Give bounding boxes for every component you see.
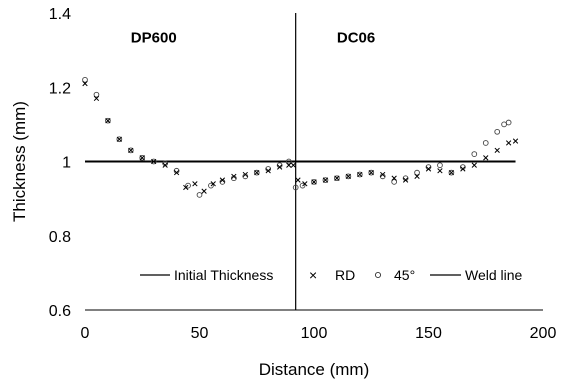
point-45deg <box>299 182 306 189</box>
point-45deg <box>105 117 111 124</box>
point-rd <box>231 173 237 180</box>
point-rd <box>505 140 512 146</box>
point-rd <box>276 164 283 170</box>
point-rd <box>128 147 134 154</box>
point-45deg <box>208 182 214 189</box>
point-rd <box>290 162 297 168</box>
point-rd <box>437 168 443 174</box>
point-rd <box>345 173 352 180</box>
point-rd <box>173 169 180 176</box>
point-45deg <box>448 169 455 176</box>
point-45deg <box>437 162 443 169</box>
point-45deg <box>345 173 352 180</box>
x-tick-label: 150 <box>415 325 442 342</box>
legend-marker-45 <box>374 271 382 279</box>
point-rd <box>254 169 260 176</box>
point-45deg <box>322 177 329 183</box>
point-45deg <box>391 179 398 185</box>
point-rd <box>448 169 455 176</box>
point-45deg <box>494 128 501 135</box>
x-tick-label: 50 <box>191 325 209 342</box>
y-tick-label: 1.4 <box>49 6 71 23</box>
x-tick-label: 0 <box>81 325 90 342</box>
point-rd <box>265 168 271 174</box>
legend: Initial Thickness × RD 45° Weld line <box>140 267 523 283</box>
point-rd <box>322 177 329 183</box>
point-rd <box>391 175 397 181</box>
y-tick-label: 0.6 <box>49 303 71 320</box>
legend-label-45: 45° <box>394 267 415 283</box>
point-45deg <box>414 169 420 176</box>
point-45deg <box>471 151 478 157</box>
point-rd <box>295 177 301 183</box>
point-rd <box>483 155 489 161</box>
y-tick-label: 0.8 <box>49 229 71 246</box>
point-45deg <box>82 76 88 83</box>
point-45deg <box>196 192 203 198</box>
x-tick-label: 200 <box>530 325 557 342</box>
point-rd <box>494 147 500 154</box>
point-rd <box>93 95 100 102</box>
point-45deg <box>127 147 134 154</box>
region-label-dp600: DP600 <box>131 30 177 47</box>
point-rd <box>116 136 123 142</box>
point-rd <box>210 181 216 187</box>
point-rd <box>380 171 386 178</box>
y-axis-title: Thickness (mm) <box>10 101 29 222</box>
point-rd <box>242 171 248 178</box>
point-45deg <box>501 121 507 128</box>
point-45deg <box>505 119 512 126</box>
point-45deg <box>93 91 100 98</box>
point-rd <box>201 188 207 194</box>
point-45deg <box>482 140 489 146</box>
point-rd <box>334 175 340 181</box>
y-tick-label: 1.2 <box>49 80 71 97</box>
point-rd <box>357 171 363 178</box>
legend-label-initial-thickness: Initial Thickness <box>174 267 273 283</box>
point-45deg <box>356 171 363 178</box>
point-rd <box>286 162 292 168</box>
point-45deg <box>334 175 340 182</box>
point-45deg <box>285 158 292 165</box>
point-rd <box>425 166 432 172</box>
point-45deg <box>139 154 146 161</box>
region-label-dc06: DC06 <box>337 30 375 47</box>
point-45deg <box>253 169 260 176</box>
point-45deg <box>311 179 317 185</box>
point-rd <box>414 173 420 180</box>
point-rd <box>460 166 466 172</box>
point-rd <box>151 158 157 165</box>
point-45deg <box>368 169 375 176</box>
x-tick-label: 100 <box>301 325 328 342</box>
legend-label-weld-line: Weld line <box>465 267 523 283</box>
legend-marker-rd: × <box>309 267 317 283</box>
x-axis-title: Distance (mm) <box>259 360 370 379</box>
point-45deg <box>292 184 299 191</box>
point-45deg <box>150 158 157 165</box>
point-rd <box>402 177 409 183</box>
point-rd <box>471 162 477 168</box>
point-rd <box>302 181 308 187</box>
y-tick-label: 1 <box>62 155 71 172</box>
point-rd <box>139 155 145 161</box>
legend-label-rd: RD <box>335 267 355 283</box>
point-rd <box>219 177 226 183</box>
point-45deg <box>116 136 123 143</box>
point-45deg <box>185 182 191 189</box>
tick-labels: 0 50 100 150 200 0.6 0.8 1 1.2 1.4 <box>49 6 557 342</box>
point-rd <box>82 80 88 87</box>
point-rd <box>183 184 189 191</box>
point-rd <box>512 138 519 144</box>
point-rd <box>105 118 111 124</box>
point-rd <box>162 162 168 168</box>
series-layer <box>82 13 519 310</box>
point-rd <box>311 179 317 185</box>
point-rd <box>368 169 374 176</box>
point-rd <box>192 181 198 187</box>
